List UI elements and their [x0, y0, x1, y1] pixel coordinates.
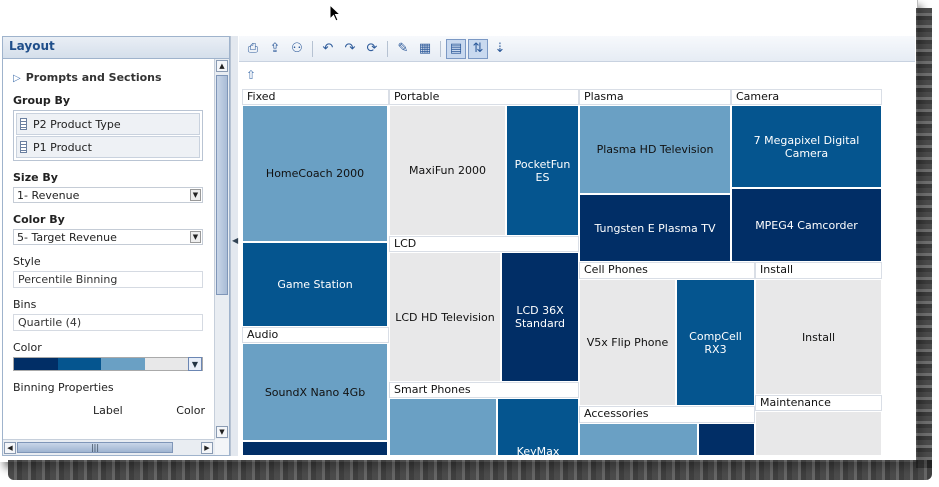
layout-panel-body: ▷ Prompts and Sections Group By P2 Produc…: [3, 59, 215, 439]
layout-panel: Layout ▷ Prompts and Sections Group By P2…: [2, 36, 230, 456]
view-toolbar: ⎙ ⇪ ⚇ ↶ ↷ ⟳ ✎ ▦ ▤ ⇅ ⇣: [239, 36, 915, 62]
treemap-cell[interactable]: Plasma HD Television: [579, 105, 731, 194]
color-ramp-picker[interactable]: ▼: [13, 357, 203, 371]
table-view-icon[interactable]: ▤: [446, 38, 466, 59]
color-by-label: Color By: [13, 213, 65, 226]
properties-icon[interactable]: ✎: [397, 41, 409, 56]
swap-icon[interactable]: ⇅: [468, 38, 488, 59]
treemap-cell[interactable]: Install: [755, 279, 882, 395]
treemap-cell[interactable]: MPEG4 Camcorder: [731, 188, 882, 262]
color-swatch: [101, 358, 145, 370]
panel-splitter[interactable]: ◀: [230, 36, 238, 456]
application-window: Layout ▷ Prompts and Sections Group By P2…: [0, 0, 918, 462]
window-shadow: [916, 8, 932, 468]
treemap-cell[interactable]: SoundX Nano 4Gb: [242, 343, 388, 441]
size-by-value: 1- Revenue: [17, 188, 80, 202]
scroll-up-icon[interactable]: ▲: [216, 60, 228, 72]
group-header-audio[interactable]: Audio: [242, 327, 389, 343]
bins-label: Bins: [13, 298, 37, 311]
toolbar-separator: [440, 40, 441, 57]
treemap-cell[interactable]: PocketFun ES: [506, 105, 579, 236]
print-icon[interactable]: ⎙: [247, 41, 259, 56]
color-swatch: [57, 358, 101, 370]
treemap-cell[interactable]: MaxiFun 2000: [389, 105, 506, 236]
column-icon: [20, 141, 27, 153]
group-by-label: Group By: [13, 94, 71, 107]
group-header-install[interactable]: Install: [755, 262, 882, 279]
export-icon[interactable]: ⇪: [269, 41, 281, 56]
collapse-arrow-icon[interactable]: ◀: [232, 236, 239, 245]
color-label: Color: [13, 341, 42, 354]
sort-icon[interactable]: ⇣: [494, 41, 506, 56]
window-shadow: [8, 460, 932, 480]
expand-arrow-icon: ▷: [13, 73, 21, 84]
treemap-cell[interactable]: [579, 423, 698, 455]
group-header-lcd[interactable]: LCD: [389, 236, 579, 252]
treemap-cell[interactable]: LCD 36X Standard: [501, 252, 579, 382]
group-by-item[interactable]: P1 Product: [16, 136, 200, 158]
color-by-value: 5- Target Revenue: [17, 230, 117, 244]
vertical-scrollbar[interactable]: ▲ ▼: [214, 59, 229, 439]
group-header-accessories[interactable]: Accessories: [579, 406, 755, 423]
style-field[interactable]: Percentile Binning: [13, 271, 203, 288]
scroll-down-icon[interactable]: ▼: [216, 426, 228, 438]
treemap-cell[interactable]: Game Station: [242, 242, 388, 327]
treemap-cell[interactable]: Tungsten E Plasma TV: [579, 194, 731, 262]
group-header-cell-phones[interactable]: Cell Phones: [579, 262, 755, 279]
treemap-cell[interactable]: [698, 423, 755, 455]
treemap-cell[interactable]: V5x Flip Phone: [579, 279, 676, 406]
dropdown-arrow-icon[interactable]: ▼: [190, 189, 201, 201]
size-by-label: Size By: [13, 171, 58, 184]
color-swatch: [144, 358, 188, 370]
group-header-portable[interactable]: Portable: [389, 89, 579, 105]
prompts-sections-label: Prompts and Sections: [25, 71, 162, 84]
binning-properties-header: Label Color: [13, 404, 205, 417]
style-label: Style: [13, 255, 41, 268]
scroll-left-icon[interactable]: ◀: [4, 442, 16, 454]
column-icon: [20, 118, 27, 130]
treemap-cell[interactable]: [389, 398, 497, 455]
group-by-list: P2 Product Type P1 Product: [13, 110, 203, 161]
group-by-item-label: P2 Product Type: [33, 117, 121, 131]
scroll-thumb[interactable]: |||: [17, 442, 173, 453]
preview-icon[interactable]: ⚇: [291, 41, 303, 56]
prompts-sections-toggle[interactable]: ▷ Prompts and Sections: [13, 71, 205, 84]
group-header-fixed[interactable]: Fixed: [242, 89, 389, 105]
toolbar-separator: [312, 40, 313, 57]
chevron-down-icon[interactable]: ▼: [188, 357, 202, 371]
treemap-cell[interactable]: [242, 441, 388, 455]
dropdown-arrow-icon[interactable]: ▼: [190, 231, 201, 243]
group-header-smart-phones[interactable]: Smart Phones: [389, 382, 579, 398]
treemap-cell[interactable]: 7 Megapixel Digital Camera: [731, 105, 882, 188]
group-header-camera[interactable]: Camera: [731, 89, 882, 105]
treemap-cell[interactable]: KeyMax: [497, 398, 579, 455]
group-header-plasma[interactable]: Plasma: [579, 89, 731, 105]
color-swatch: [14, 358, 58, 370]
refresh-icon[interactable]: ⟳: [366, 41, 378, 56]
drill-up-icon[interactable]: ⇧: [246, 68, 257, 82]
bp-color-column: Color: [176, 404, 205, 417]
bins-field[interactable]: Quartile (4): [13, 314, 203, 331]
group-by-item-label: P1 Product: [33, 140, 92, 154]
horizontal-scrollbar[interactable]: ◀ ||| ▶: [3, 439, 215, 455]
mouse-cursor-icon: [329, 4, 342, 22]
toolbar-separator: [387, 40, 388, 57]
bp-label-column: Label: [93, 404, 123, 417]
color-by-select[interactable]: 5- Target Revenue ▼: [13, 229, 203, 245]
scroll-thumb[interactable]: [216, 75, 228, 295]
layout-panel-title: Layout: [3, 37, 229, 59]
treemap-cell[interactable]: HomeCoach 2000: [242, 105, 388, 242]
group-header-maintenance[interactable]: Maintenance: [755, 395, 882, 411]
group-by-item[interactable]: P2 Product Type: [16, 113, 200, 135]
treemap-cell[interactable]: CompCell RX3: [676, 279, 755, 406]
scroll-right-icon[interactable]: ▶: [201, 442, 213, 454]
treemap-cell[interactable]: LCD HD Television: [389, 252, 501, 382]
calculator-icon[interactable]: ▦: [418, 41, 432, 56]
binning-properties-label: Binning Properties: [13, 381, 114, 394]
treemap: Fixed HomeCoach 2000 Game Station Audio …: [242, 89, 882, 455]
undo-icon[interactable]: ↶: [322, 41, 334, 56]
redo-icon[interactable]: ↷: [344, 41, 356, 56]
treemap-cell[interactable]: [755, 411, 882, 455]
size-by-select[interactable]: 1- Revenue ▼: [13, 187, 203, 203]
